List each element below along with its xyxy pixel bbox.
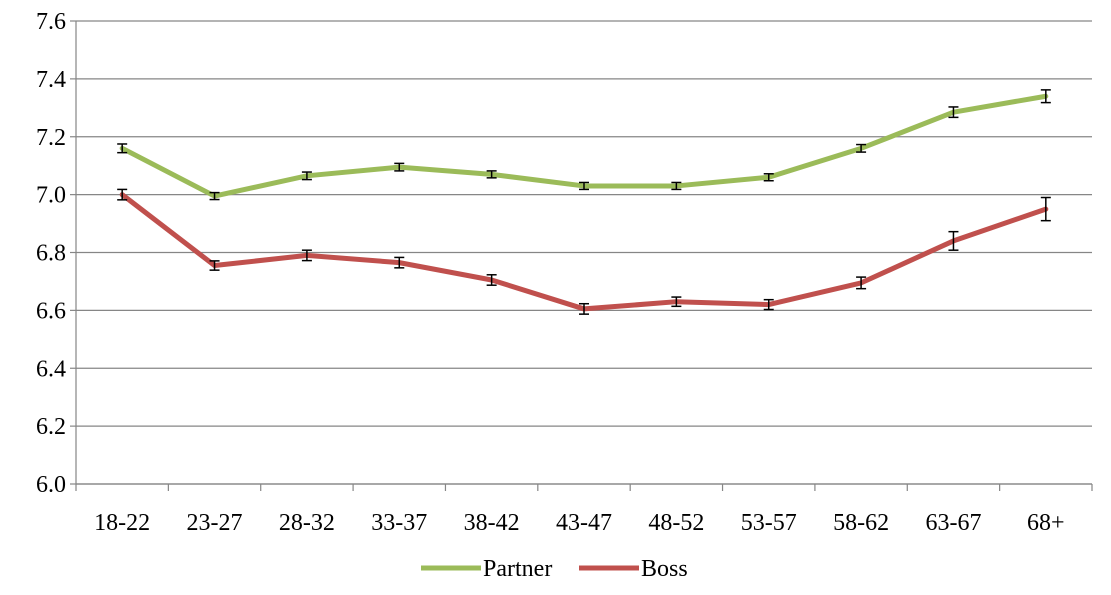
legend-item-partner: Partner — [421, 556, 552, 582]
legend-label: Boss — [641, 556, 688, 582]
series-partner — [117, 89, 1051, 201]
series-boss — [117, 188, 1051, 315]
x-axis-tick-labels: 18-22 23-27 28-32 33-37 38-42 43-47 48-52 53-57… — [94, 510, 1064, 536]
legend-label: Partner — [483, 556, 552, 582]
x-tick-label: 18-22 — [94, 510, 150, 536]
x-tick-label: 58-62 — [833, 510, 889, 536]
x-tick-label: 68+ — [1027, 510, 1065, 536]
y-tick-label: 6.2 — [36, 414, 66, 440]
legend-item-boss: Boss — [579, 556, 688, 582]
x-tick-label: 53-57 — [741, 510, 797, 536]
y-tick-label: 6.0 — [36, 472, 66, 498]
y-tick-label: 6.6 — [36, 298, 66, 324]
y-tick-label: 7.6 — [36, 9, 66, 35]
x-tick-label: 63-67 — [925, 510, 981, 536]
y-axis-tick-labels: 6.0 6.2 6.4 6.6 6.8 7.0 7.2 7.4 7.6 — [36, 9, 66, 498]
series-line — [119, 93, 1049, 199]
x-tick-label: 33-37 — [371, 510, 427, 536]
x-tick-label: 48-52 — [648, 510, 704, 536]
y-tick-label: 7.4 — [36, 67, 66, 93]
y-tick-label: 6.4 — [36, 356, 66, 382]
gridlines — [76, 20, 1092, 485]
x-tick-label: 43-47 — [556, 510, 612, 536]
y-tick-label: 7.2 — [36, 125, 66, 151]
x-tick-label: 38-42 — [464, 510, 520, 536]
axes — [70, 20, 1093, 491]
legend: Partner Boss — [421, 556, 688, 582]
series-line — [119, 192, 1049, 312]
x-tick-label: 23-27 — [187, 510, 243, 536]
series-group — [117, 89, 1051, 315]
x-tick-label: 28-32 — [279, 510, 335, 536]
y-tick-label: 6.8 — [36, 241, 66, 267]
y-tick-label: 7.0 — [36, 183, 66, 209]
